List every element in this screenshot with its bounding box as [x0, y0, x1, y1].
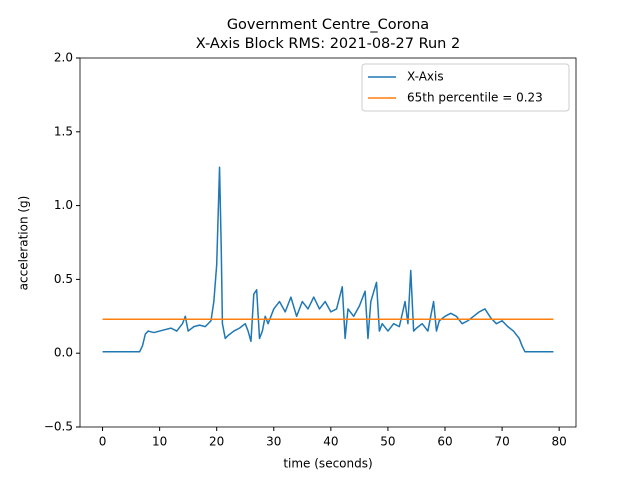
y-tick-label: 1.0: [54, 198, 73, 212]
x-tick-label: 80: [552, 435, 567, 449]
data-line: [102, 166, 554, 353]
x-tick-label: 60: [437, 435, 452, 449]
y-tick-label: 0.5: [54, 272, 73, 286]
y-tick-label: 0.0: [54, 346, 73, 360]
legend-label: 65th percentile = 0.23: [407, 91, 543, 105]
x-tick-label: 40: [323, 435, 338, 449]
x-tick-label: 50: [380, 435, 395, 449]
legend-box: [361, 63, 570, 112]
x-tick-label: 30: [266, 435, 281, 449]
y-tick-label: 2.0: [54, 51, 73, 65]
legend-label: X-Axis: [407, 70, 444, 84]
x-tick-label: 20: [209, 435, 224, 449]
y-tick-label: 1.5: [54, 124, 73, 138]
chart-title: Government Centre_Corona: [227, 17, 429, 33]
x-tick-label: 10: [152, 435, 167, 449]
x-tick-label: 0: [99, 435, 107, 449]
x-axis-label: time (seconds): [283, 457, 372, 471]
x-tick-label: 70: [494, 435, 509, 449]
y-tick-label: −0.5: [44, 420, 73, 434]
plot-frame: [79, 57, 577, 428]
chart-subtitle: X-Axis Block RMS: 2021-08-27 Run 2: [196, 36, 460, 52]
y-axis-label: acceleration (g): [17, 196, 31, 291]
